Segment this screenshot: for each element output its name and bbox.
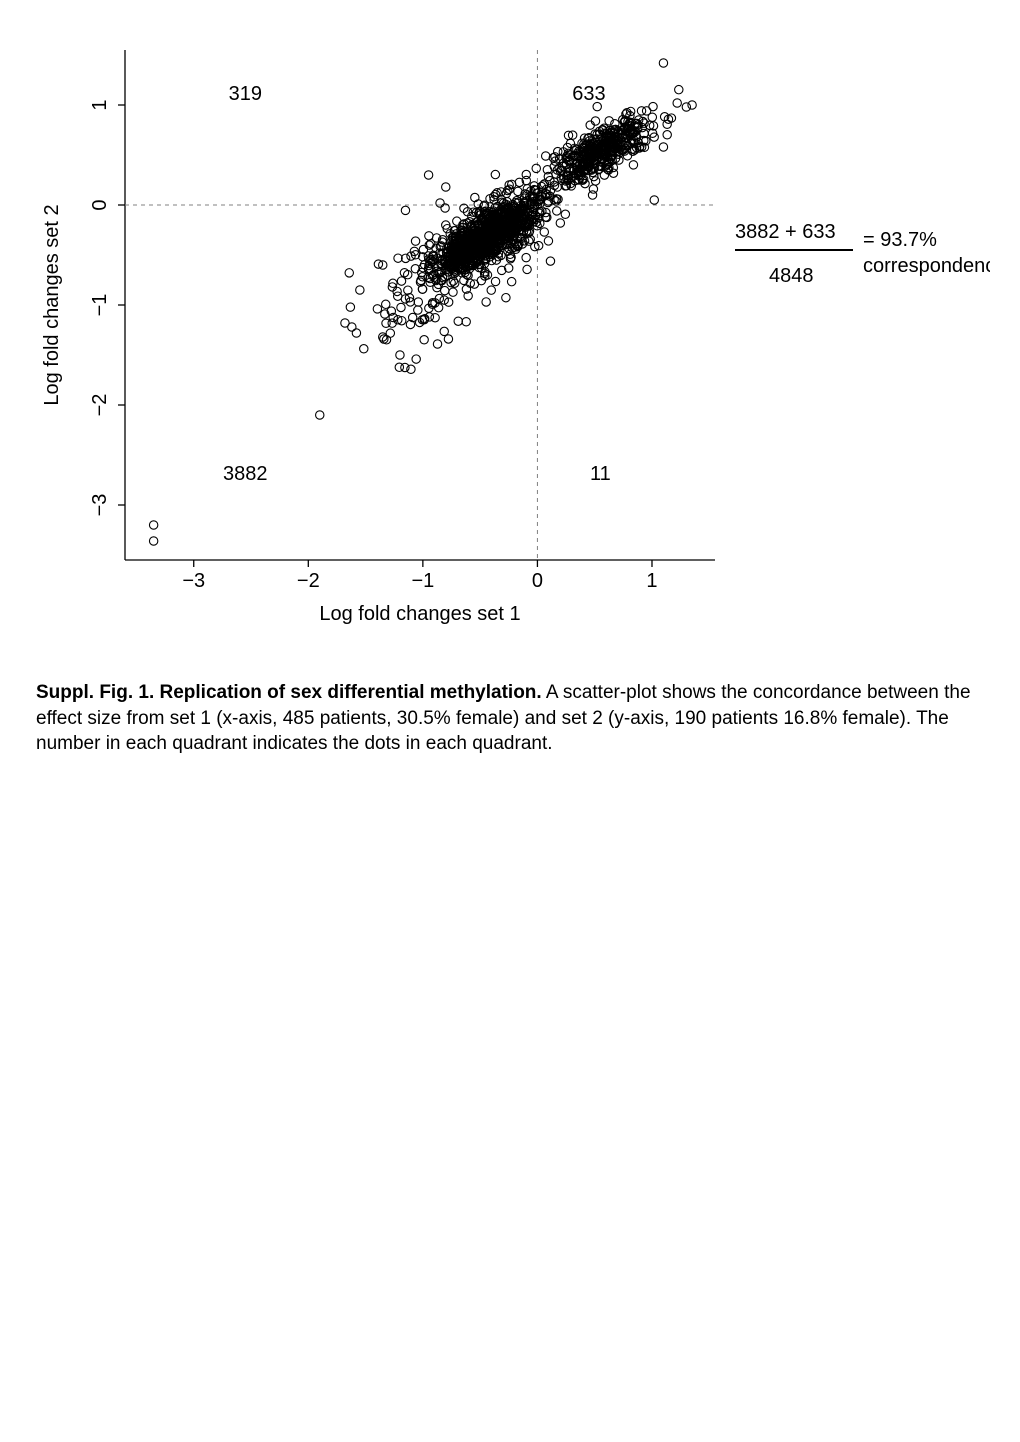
- svg-text:−3: −3: [89, 494, 111, 517]
- svg-text:correspondence: correspondence: [863, 255, 990, 277]
- svg-text:−2: −2: [297, 570, 320, 592]
- svg-text:0: 0: [89, 199, 111, 210]
- svg-text:−1: −1: [89, 294, 111, 317]
- svg-text:0: 0: [532, 570, 543, 592]
- svg-text:1: 1: [89, 99, 111, 110]
- svg-text:Log fold changes set 1: Log fold changes set 1: [319, 603, 520, 625]
- svg-text:3882 + 633: 3882 + 633: [735, 221, 836, 243]
- svg-text:633: 633: [572, 83, 605, 105]
- svg-text:1: 1: [646, 570, 657, 592]
- svg-text:−2: −2: [89, 394, 111, 417]
- svg-text:−3: −3: [182, 570, 205, 592]
- svg-text:= 93.7%: = 93.7%: [863, 229, 937, 251]
- svg-text:3882: 3882: [223, 463, 268, 485]
- caption-title: Suppl. Fig. 1. Replication of sex differ…: [36, 682, 542, 703]
- figure-caption: Suppl. Fig. 1. Replication of sex differ…: [36, 680, 986, 757]
- svg-text:−1: −1: [411, 570, 434, 592]
- svg-text:Log fold changes set 2: Log fold changes set 2: [41, 204, 63, 405]
- svg-text:11: 11: [590, 463, 611, 485]
- scatter-plot: −3 −2 −1 0 1 −3 −2 −1 0 1 Log fold changes set 1 Lo…: [30, 20, 990, 640]
- svg-text:4848: 4848: [769, 265, 814, 287]
- svg-text:319: 319: [229, 83, 262, 105]
